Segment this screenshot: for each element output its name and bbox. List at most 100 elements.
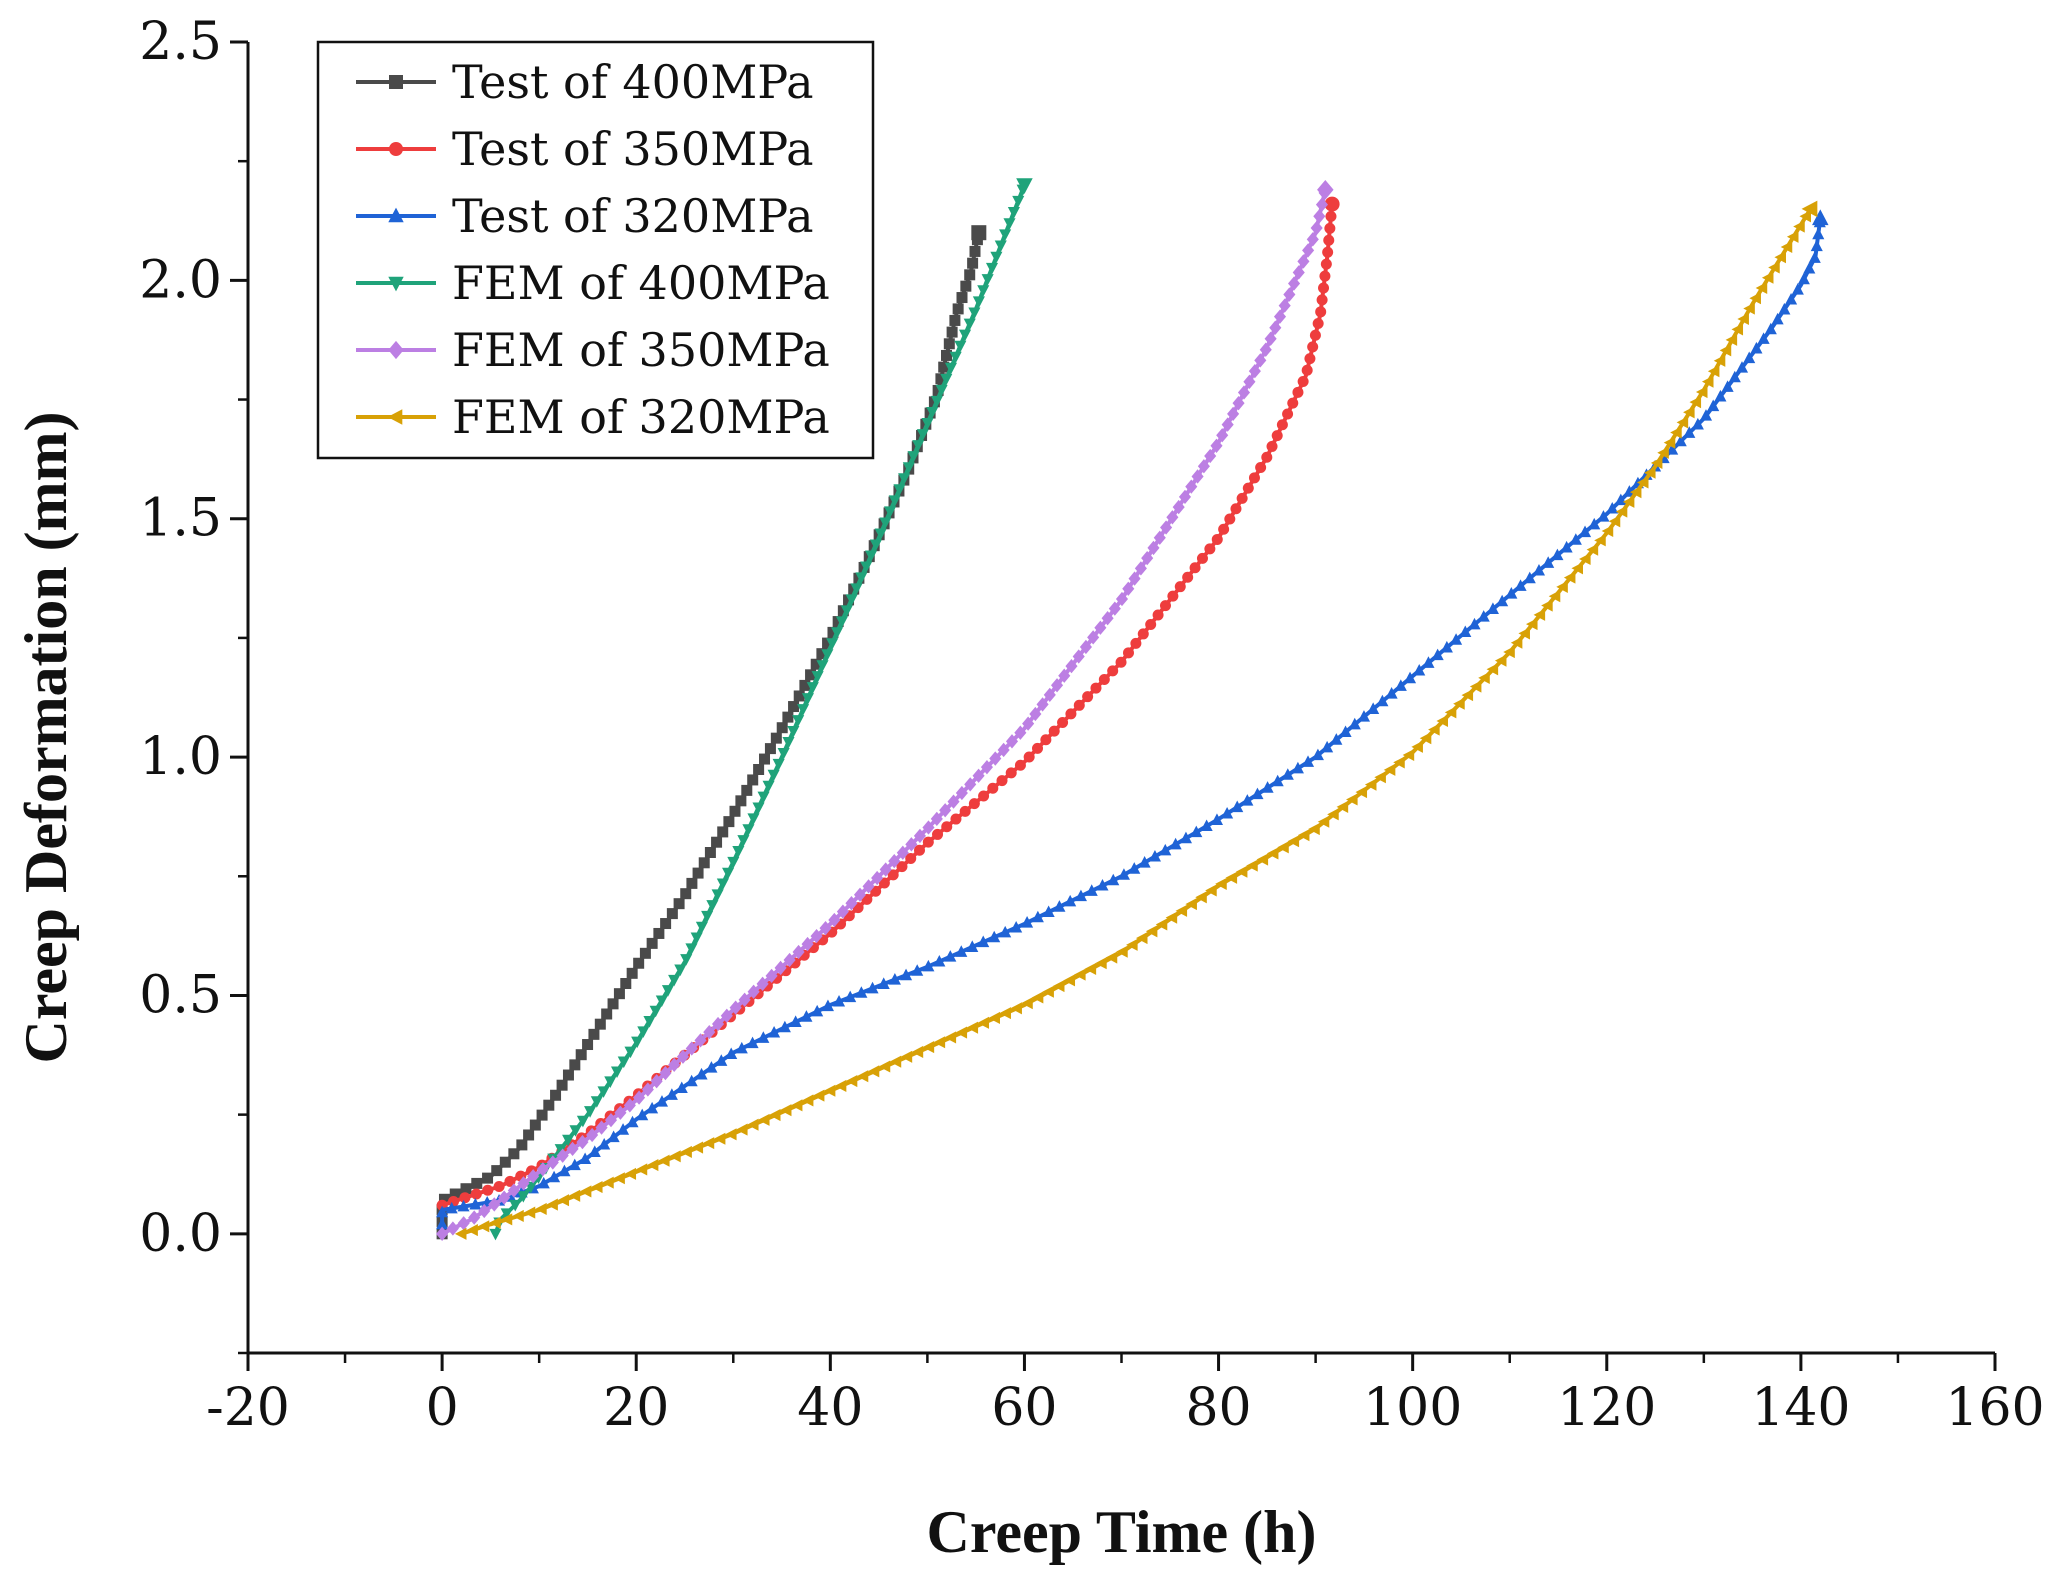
series-marker bbox=[613, 1172, 625, 1185]
series-marker bbox=[768, 1108, 781, 1122]
series-marker bbox=[459, 1192, 471, 1204]
series-marker bbox=[878, 877, 890, 889]
series-marker bbox=[776, 722, 788, 734]
series-marker bbox=[588, 1028, 600, 1040]
series-marker bbox=[1691, 417, 1704, 430]
series-marker bbox=[470, 1188, 482, 1200]
series-marker bbox=[1064, 894, 1077, 907]
series-marker bbox=[1793, 220, 1805, 233]
series-marker bbox=[1505, 587, 1518, 599]
series-marker bbox=[947, 794, 960, 809]
series-marker bbox=[958, 329, 972, 342]
series-marker bbox=[1725, 333, 1738, 346]
series-marker bbox=[1622, 495, 1635, 508]
series-marker bbox=[1116, 945, 1128, 958]
series-marker bbox=[1411, 740, 1423, 753]
series-marker bbox=[498, 1190, 511, 1205]
series-marker bbox=[977, 285, 990, 297]
series-end-marker bbox=[1317, 180, 1334, 200]
series-marker bbox=[990, 251, 1003, 264]
series-marker bbox=[446, 1221, 459, 1236]
series-marker bbox=[1810, 239, 1823, 252]
series-marker bbox=[1159, 843, 1172, 856]
series-marker bbox=[870, 885, 882, 897]
series-marker bbox=[1211, 533, 1223, 545]
series-marker bbox=[792, 715, 805, 727]
series-marker bbox=[913, 828, 926, 844]
series-marker bbox=[1185, 479, 1198, 494]
series-marker bbox=[966, 1021, 979, 1034]
series-marker bbox=[762, 780, 775, 793]
series-marker bbox=[777, 747, 790, 760]
series-marker bbox=[1666, 443, 1679, 455]
series-marker bbox=[1145, 618, 1157, 630]
series-marker bbox=[1523, 571, 1536, 584]
series-marker bbox=[1048, 725, 1060, 737]
series-marker bbox=[999, 229, 1012, 241]
series-marker bbox=[922, 1041, 935, 1054]
series-marker bbox=[757, 1031, 770, 1043]
series-marker bbox=[1297, 829, 1310, 842]
series-marker bbox=[701, 910, 714, 923]
series-marker bbox=[1269, 320, 1282, 335]
series-marker bbox=[742, 824, 755, 836]
x-tick-label: -20 bbox=[206, 1378, 290, 1438]
series-marker bbox=[812, 1089, 825, 1102]
series-marker bbox=[1251, 787, 1264, 800]
series-marker bbox=[840, 605, 853, 617]
series-marker bbox=[988, 930, 1001, 943]
series-marker bbox=[1042, 985, 1054, 998]
series-marker bbox=[1216, 428, 1229, 443]
series-marker bbox=[523, 1129, 535, 1141]
series-marker bbox=[746, 1118, 759, 1131]
series-marker bbox=[772, 758, 785, 771]
series-marker bbox=[1283, 287, 1296, 302]
series-marker bbox=[1601, 524, 1614, 538]
series-marker bbox=[620, 978, 632, 990]
series-marker bbox=[789, 1015, 802, 1027]
legend-marker bbox=[388, 276, 404, 292]
series-marker bbox=[1007, 207, 1020, 219]
series-marker bbox=[1699, 409, 1713, 421]
series-marker bbox=[668, 1057, 681, 1073]
series-marker bbox=[1012, 195, 1025, 208]
series-marker bbox=[1031, 910, 1044, 923]
series-marker bbox=[1122, 581, 1135, 596]
series-marker bbox=[1514, 579, 1527, 591]
series-marker bbox=[747, 984, 760, 999]
series-marker bbox=[477, 1220, 490, 1233]
series-marker bbox=[1510, 636, 1523, 649]
series-marker bbox=[703, 1025, 716, 1040]
series-marker bbox=[747, 774, 759, 786]
series-marker bbox=[1135, 932, 1148, 945]
series-marker bbox=[831, 627, 844, 639]
series-marker bbox=[1256, 853, 1269, 866]
series-marker bbox=[1291, 761, 1304, 774]
series-marker bbox=[1050, 678, 1064, 693]
series-marker bbox=[834, 1079, 847, 1092]
series-marker bbox=[1246, 859, 1258, 872]
series-3 bbox=[489, 178, 1033, 1241]
series-marker bbox=[866, 981, 879, 994]
series-marker bbox=[558, 1164, 571, 1177]
series-marker bbox=[536, 1162, 549, 1177]
series-marker bbox=[1174, 581, 1186, 593]
series-marker bbox=[1074, 968, 1086, 981]
series-marker bbox=[1282, 408, 1294, 420]
series-marker bbox=[853, 887, 867, 902]
series-marker bbox=[1327, 808, 1339, 821]
series-marker bbox=[1374, 771, 1386, 784]
series-marker bbox=[1320, 258, 1332, 270]
series-marker bbox=[1098, 673, 1110, 685]
series-marker bbox=[666, 908, 678, 920]
series-marker bbox=[946, 326, 958, 338]
series-marker bbox=[457, 1216, 470, 1231]
series-marker bbox=[713, 1132, 726, 1145]
series-marker bbox=[1385, 687, 1398, 699]
series-marker bbox=[725, 1047, 738, 1060]
series-marker bbox=[1588, 517, 1601, 530]
series-marker bbox=[800, 1010, 813, 1022]
series-marker bbox=[1090, 682, 1102, 694]
series-marker bbox=[717, 826, 729, 838]
series-end-marker bbox=[1016, 178, 1033, 195]
